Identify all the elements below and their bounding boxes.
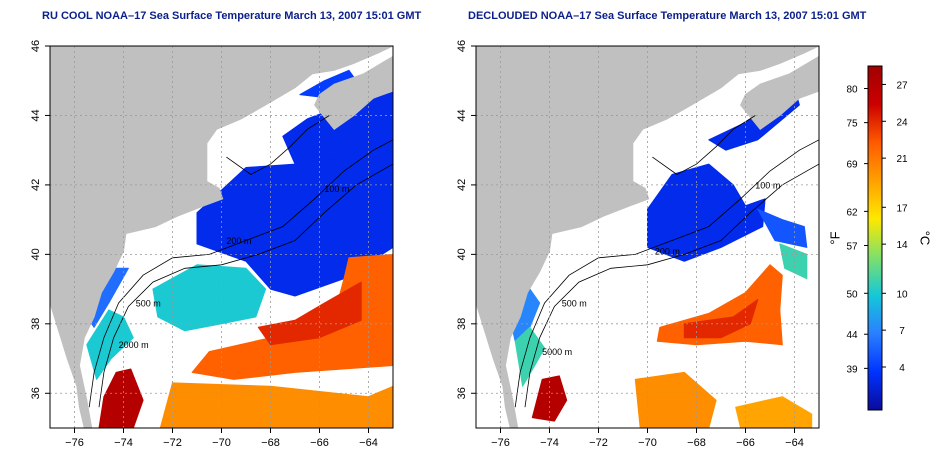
- contour-label: 5000 m: [542, 347, 572, 357]
- contour-label: 200 m: [226, 236, 251, 246]
- contour-label: 100 m: [755, 180, 780, 190]
- x-tick-label: −70: [638, 437, 657, 449]
- sst-region-shelf-cyan: [514, 326, 546, 387]
- contour-label: 500 m: [562, 298, 587, 308]
- contour-label: 500 m: [136, 298, 161, 308]
- y-tick-label: 46: [456, 40, 468, 52]
- y-tick-label: 42: [456, 179, 468, 191]
- colorbar-tick-label-c: 10: [896, 289, 908, 300]
- colorbar-gradient: [867, 65, 883, 411]
- colorbar-tick-label-c: 27: [896, 80, 908, 91]
- contour-label: 100 m: [324, 184, 349, 194]
- y-tick-label: 40: [456, 248, 468, 260]
- land-mass: [50, 46, 393, 428]
- y-tick-label: 44: [456, 109, 468, 121]
- colorbar-tick-label-f: 39: [846, 364, 858, 375]
- sst-region-south-east-patch: [735, 396, 813, 428]
- x-tick-label: −68: [687, 437, 706, 449]
- bathymetry-contour: [88, 139, 393, 408]
- x-tick-label: −74: [540, 437, 559, 449]
- sst-region-cyan-patch-east: [779, 243, 808, 280]
- y-tick-label: 38: [30, 318, 42, 330]
- bathymetry-contour: [652, 115, 756, 175]
- colorbar-label-celsius: °C: [918, 231, 933, 246]
- y-tick-label: 38: [456, 318, 468, 330]
- colorbar-tick-label-f: 57: [846, 242, 858, 253]
- contour-label: 200 m: [655, 246, 680, 256]
- x-tick-label: −72: [589, 437, 608, 449]
- x-tick-label: −64: [785, 437, 804, 449]
- x-tick-label: −70: [212, 437, 231, 449]
- x-tick-label: −66: [736, 437, 755, 449]
- land-mass: [476, 46, 819, 428]
- colorbar-tick-label-f: 80: [846, 85, 858, 96]
- colorbar-tick-label-f: 50: [846, 289, 858, 300]
- y-tick-label: 40: [30, 248, 42, 260]
- left-panel-title: RU COOL NOAA–17 Sea Surface Temperature …: [42, 10, 422, 22]
- colorbar-tick-label-f: 69: [846, 160, 858, 171]
- sst-region-hatteras-hot: [531, 375, 568, 422]
- sst-region-shelf-cyan: [86, 309, 134, 380]
- bathymetry-contour: [524, 163, 819, 408]
- y-tick-label: 36: [456, 387, 468, 399]
- x-tick-label: −64: [359, 437, 378, 449]
- y-tick-label: 46: [30, 40, 42, 52]
- bathymetry-contour: [226, 115, 330, 175]
- x-tick-label: −68: [261, 437, 280, 449]
- y-tick-label: 36: [30, 387, 42, 399]
- bathymetry-contour: [98, 163, 393, 408]
- colorbar-tick-label-c: 14: [896, 240, 908, 251]
- y-tick-label: 42: [30, 179, 42, 191]
- x-tick-label: −72: [163, 437, 182, 449]
- sst-region-georges-cold: [647, 163, 766, 262]
- right-map-panel: 100 m 200 m 500 m 5000 m −76 −74 −72 −70 −68 −66 −…: [456, 40, 820, 449]
- colorbar-tick-label-c: 17: [896, 203, 908, 214]
- nova-scotia-land: [314, 55, 393, 130]
- x-tick-label: −66: [310, 437, 329, 449]
- sst-region-sargasso-patches: [634, 371, 717, 428]
- colorbar-tick-label-c: 7: [899, 326, 905, 337]
- x-tick-label: −76: [65, 437, 84, 449]
- colorbar-tick-label-f: 75: [846, 119, 858, 130]
- colorbar-tick-label-f: 62: [846, 207, 858, 218]
- colorbar-tick-label-c: 4: [899, 363, 905, 374]
- contour-label: 2000 m: [119, 340, 149, 350]
- right-panel-title: DECLOUDED NOAA–17 Sea Surface Temperatur…: [468, 10, 867, 22]
- bathymetry-contour: [514, 139, 819, 408]
- colorbar-tick-label-c: 24: [896, 117, 908, 128]
- nova-scotia-land: [740, 55, 819, 130]
- x-tick-label: −76: [491, 437, 510, 449]
- sst-region-gulf-stream-core: [257, 281, 362, 346]
- y-tick-label: 44: [30, 109, 42, 121]
- colorbar-label-fahrenheit: °F: [827, 231, 842, 244]
- x-tick-label: −74: [114, 437, 133, 449]
- colorbar-tick-label-c: 21: [896, 154, 908, 165]
- sst-region-hatteras-hot: [98, 368, 144, 428]
- colorbar-tick-label-f: 44: [846, 330, 858, 341]
- left-map-panel: 100 m 200 m 500 m 2000 m −76 −74 −72 −70 −68 −66 −…: [30, 40, 394, 449]
- sst-region-gulf-stream-core: [683, 299, 759, 339]
